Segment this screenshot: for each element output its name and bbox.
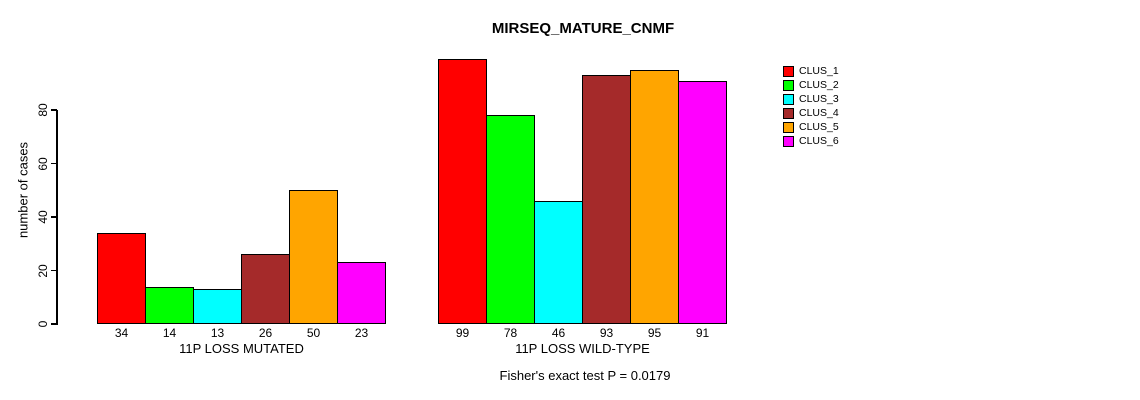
bar-clus_5 xyxy=(630,69,679,324)
legend-item: CLUS_4 xyxy=(783,106,839,120)
bar-value-label: 23 xyxy=(354,326,369,340)
y-tick-label: 80 xyxy=(36,103,50,117)
legend-label: CLUS_1 xyxy=(799,65,839,77)
chart-title: MIRSEQ_MATURE_CNMF xyxy=(491,20,675,37)
annotation-text: Fisher's exact test P = 0.0179 xyxy=(499,368,671,383)
bar-value-label: 78 xyxy=(503,326,518,340)
bar-clus_4 xyxy=(582,75,631,324)
bar-value-label: 95 xyxy=(647,326,662,340)
legend-label: CLUS_6 xyxy=(799,135,839,147)
bar-clus_1 xyxy=(438,59,487,324)
bar-value-label: 50 xyxy=(306,326,321,340)
legend: CLUS_1 CLUS_2 CLUS_3 CLUS_4 CLUS_5 CLUS_6 xyxy=(783,64,839,148)
legend-swatch-clus_1 xyxy=(783,65,794,77)
y-tick-mark xyxy=(51,269,57,272)
bar-value-label: 91 xyxy=(695,326,710,340)
legend-item: CLUS_1 xyxy=(783,64,839,78)
legend-item: CLUS_3 xyxy=(783,92,839,106)
y-tick-label: 20 xyxy=(36,263,50,278)
group-label: 11P LOSS MUTATED xyxy=(179,341,304,356)
bar-clus_5 xyxy=(289,190,338,324)
bar-clus_6 xyxy=(678,80,727,324)
legend-swatch-clus_6 xyxy=(783,135,794,147)
legend-swatch-clus_5 xyxy=(783,121,794,133)
bar-clus_6 xyxy=(337,262,386,324)
y-tick-mark xyxy=(51,162,57,165)
y-tick-mark xyxy=(51,216,57,218)
y-tick-label: 40 xyxy=(36,210,50,224)
bar-clus_3 xyxy=(534,200,583,324)
bar-clus_2 xyxy=(486,115,535,324)
bar-value-label: 46 xyxy=(551,326,566,340)
bar-value-label: 99 xyxy=(455,326,470,340)
bar-clus_1 xyxy=(97,233,146,324)
legend-item: CLUS_2 xyxy=(783,78,839,92)
bar-clus_3 xyxy=(193,289,242,324)
bar-value-label: 26 xyxy=(258,326,273,340)
bar-value-label: 13 xyxy=(210,326,225,340)
group-label: 11P LOSS WILD-TYPE xyxy=(515,341,650,356)
bar-value-label: 34 xyxy=(114,326,129,340)
y-tick-mark xyxy=(51,109,57,111)
legend-swatch-clus_4 xyxy=(783,107,794,119)
legend-label: CLUS_4 xyxy=(799,107,839,119)
legend-swatch-clus_2 xyxy=(783,79,794,91)
y-tick-label: 60 xyxy=(36,156,50,171)
y-tick-label: 0 xyxy=(36,320,50,328)
y-tick-mark xyxy=(51,323,57,325)
bar-value-label: 14 xyxy=(162,326,177,340)
legend-item: CLUS_5 xyxy=(783,120,839,134)
legend-item: CLUS_6 xyxy=(783,134,839,148)
legend-label: CLUS_3 xyxy=(799,93,839,105)
legend-label: CLUS_2 xyxy=(799,79,839,91)
legend-label: CLUS_5 xyxy=(799,121,839,133)
bar-clus_2 xyxy=(145,286,194,324)
bar-clus_4 xyxy=(241,254,290,324)
legend-swatch-clus_3 xyxy=(783,93,794,105)
y-axis-label: number of cases xyxy=(15,141,31,239)
bar-value-label: 93 xyxy=(599,326,614,340)
